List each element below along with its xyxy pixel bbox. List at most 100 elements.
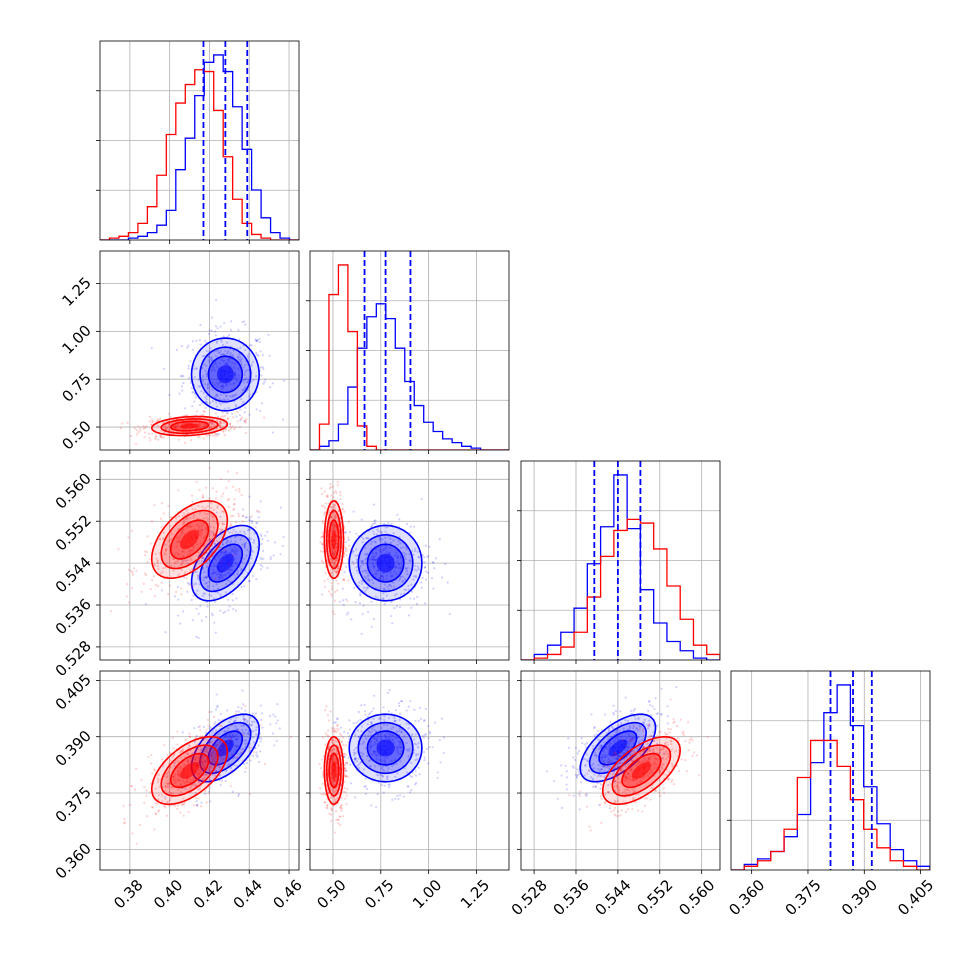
sample-point	[326, 734, 329, 737]
sample-point	[215, 393, 218, 396]
sample-point	[615, 757, 619, 760]
sample-point	[345, 554, 348, 557]
sample-point	[218, 398, 221, 401]
sample-point	[398, 741, 402, 744]
sample-point	[347, 536, 350, 539]
sample-point	[197, 576, 200, 579]
sample-point	[388, 689, 391, 692]
sample-point	[223, 735, 226, 739]
sample-point	[275, 722, 278, 725]
sample-point	[209, 525, 212, 528]
sample-point	[336, 480, 339, 483]
sample-point	[259, 750, 262, 753]
sample-point	[333, 565, 336, 568]
sample-point	[330, 819, 333, 823]
sample-point	[119, 427, 122, 430]
sample-point	[161, 800, 164, 803]
sample-point	[238, 487, 241, 491]
sample-point	[241, 543, 244, 546]
sample-point	[647, 748, 650, 751]
sample-point	[354, 554, 357, 557]
sample-point	[177, 779, 181, 782]
contour-blue	[579, 713, 657, 783]
sample-point	[224, 541, 227, 545]
sample-point	[334, 799, 337, 802]
sample-point	[369, 744, 372, 747]
sample-point	[180, 569, 183, 572]
sample-point	[214, 761, 217, 764]
sample-point	[267, 333, 270, 336]
sample-point	[403, 735, 406, 738]
sample-point	[201, 551, 204, 554]
sample-point	[222, 421, 226, 424]
sample-point	[234, 536, 237, 539]
sample-point	[240, 707, 243, 710]
sample-point	[189, 557, 192, 560]
sample-point	[320, 487, 323, 490]
sample-point	[401, 575, 404, 578]
histogram-red	[310, 264, 509, 450]
sample-point	[266, 530, 269, 534]
sample-point	[394, 719, 397, 722]
sample-point	[670, 780, 673, 783]
sample-point	[367, 759, 371, 762]
sample-point	[386, 585, 389, 588]
sample-point	[225, 735, 228, 738]
sample-point	[372, 707, 375, 710]
sample-point	[188, 745, 191, 748]
sample-point	[640, 738, 643, 742]
sample-point	[332, 784, 335, 787]
sample-point	[226, 709, 229, 712]
sample-point	[230, 320, 233, 323]
sample-point	[210, 358, 213, 361]
sample-point	[330, 558, 333, 561]
sample-point	[209, 725, 212, 729]
sample-point	[191, 568, 194, 571]
sample-point	[187, 558, 190, 562]
sample-point	[197, 636, 200, 640]
sample-point	[244, 739, 247, 742]
sample-point	[254, 526, 257, 529]
sample-point	[181, 550, 184, 553]
sample-point	[354, 757, 357, 760]
sample-point	[219, 478, 223, 481]
sample-point	[332, 727, 335, 730]
sample-point	[165, 772, 168, 775]
sample-point	[228, 568, 231, 572]
sample-point	[217, 351, 220, 354]
sample-point	[340, 740, 343, 744]
sample-point	[230, 548, 233, 551]
sample-point	[326, 714, 330, 717]
sample-point	[245, 516, 248, 519]
sample-point	[373, 540, 377, 543]
sample-point	[206, 386, 209, 390]
sample-point	[332, 779, 335, 782]
sample-point	[370, 525, 373, 528]
sample-point	[321, 770, 325, 773]
sample-point	[331, 552, 335, 556]
sample-point	[199, 530, 202, 533]
sample-point	[232, 528, 235, 531]
sample-point	[261, 726, 264, 729]
sample-point	[335, 810, 338, 813]
sample-point	[223, 523, 226, 526]
sample-point	[213, 722, 216, 725]
sample-point	[250, 537, 253, 541]
sample-point	[236, 732, 239, 735]
sample-point	[427, 571, 430, 574]
sample-point	[332, 526, 335, 530]
contour-blue	[190, 524, 261, 602]
sample-point	[384, 526, 387, 529]
sample-point	[351, 550, 354, 553]
sample-point	[380, 530, 383, 533]
sample-point	[191, 585, 194, 588]
sample-point	[660, 766, 664, 769]
sample-point	[607, 738, 610, 741]
sample-point	[252, 539, 256, 542]
sample-point	[187, 344, 190, 347]
sample-point	[223, 730, 226, 733]
sample-point	[335, 752, 339, 755]
sample-point	[197, 797, 200, 800]
sample-point	[331, 578, 334, 581]
sample-point	[414, 769, 417, 772]
